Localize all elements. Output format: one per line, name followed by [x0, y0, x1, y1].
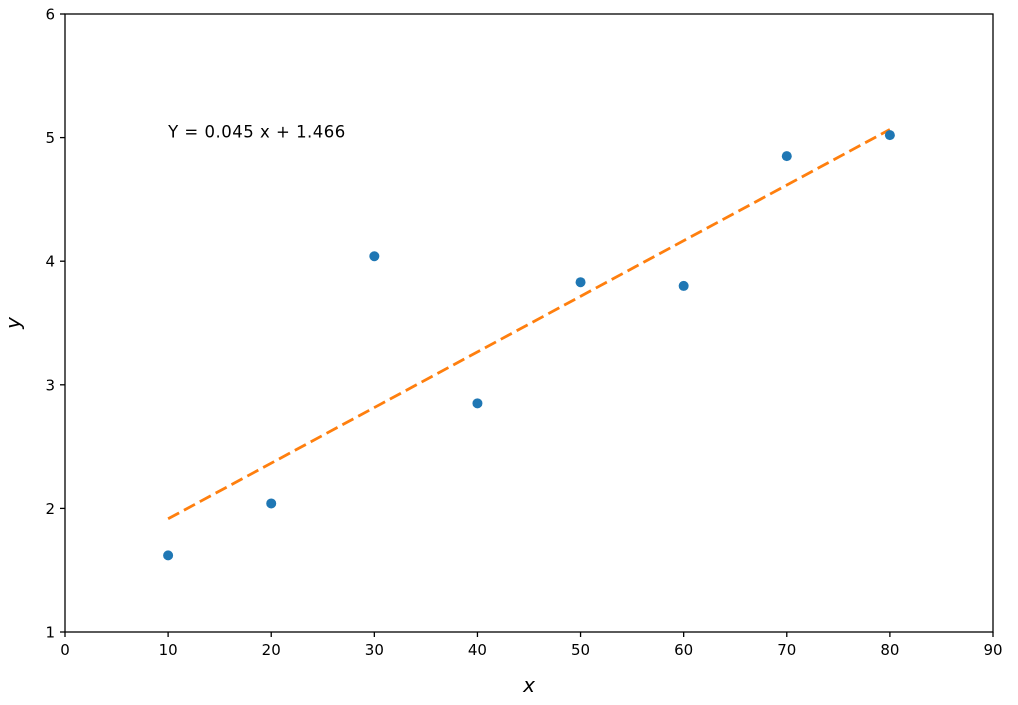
- scatter-point: [163, 550, 174, 561]
- scatter-point: [678, 280, 689, 291]
- y-tick-label: 3: [45, 376, 55, 394]
- x-tick-label: 10: [159, 641, 178, 659]
- y-tick-label: 1: [45, 624, 55, 642]
- x-tick-label: 70: [777, 641, 796, 659]
- y-tick-label: 4: [45, 253, 55, 271]
- x-tick-label: 30: [365, 641, 384, 659]
- x-tick-label: 60: [674, 641, 693, 659]
- x-tick-label: 20: [262, 641, 281, 659]
- scatter-point: [266, 498, 277, 509]
- scatter-point: [884, 130, 895, 141]
- equation-annotation: Y = 0.045 x + 1.466: [167, 123, 346, 142]
- scatter-point: [575, 277, 586, 288]
- y-tick-label: 2: [45, 500, 55, 518]
- scatter-point: [369, 251, 380, 262]
- x-tick-label: 40: [468, 641, 487, 659]
- x-tick-label: 80: [880, 641, 899, 659]
- y-tick-label: 6: [45, 6, 55, 24]
- scatter-point: [781, 151, 792, 162]
- fit-line: [167, 128, 891, 521]
- x-tick-label: 50: [571, 641, 590, 659]
- y-tick-label: 5: [45, 129, 55, 147]
- y-axis-label: y: [1, 316, 25, 330]
- x-tick-label: 90: [983, 641, 1002, 659]
- scatter-point: [472, 398, 483, 409]
- plot-frame: [64, 13, 994, 633]
- x-axis-label: x: [522, 673, 535, 697]
- x-tick-label: 0: [60, 641, 70, 659]
